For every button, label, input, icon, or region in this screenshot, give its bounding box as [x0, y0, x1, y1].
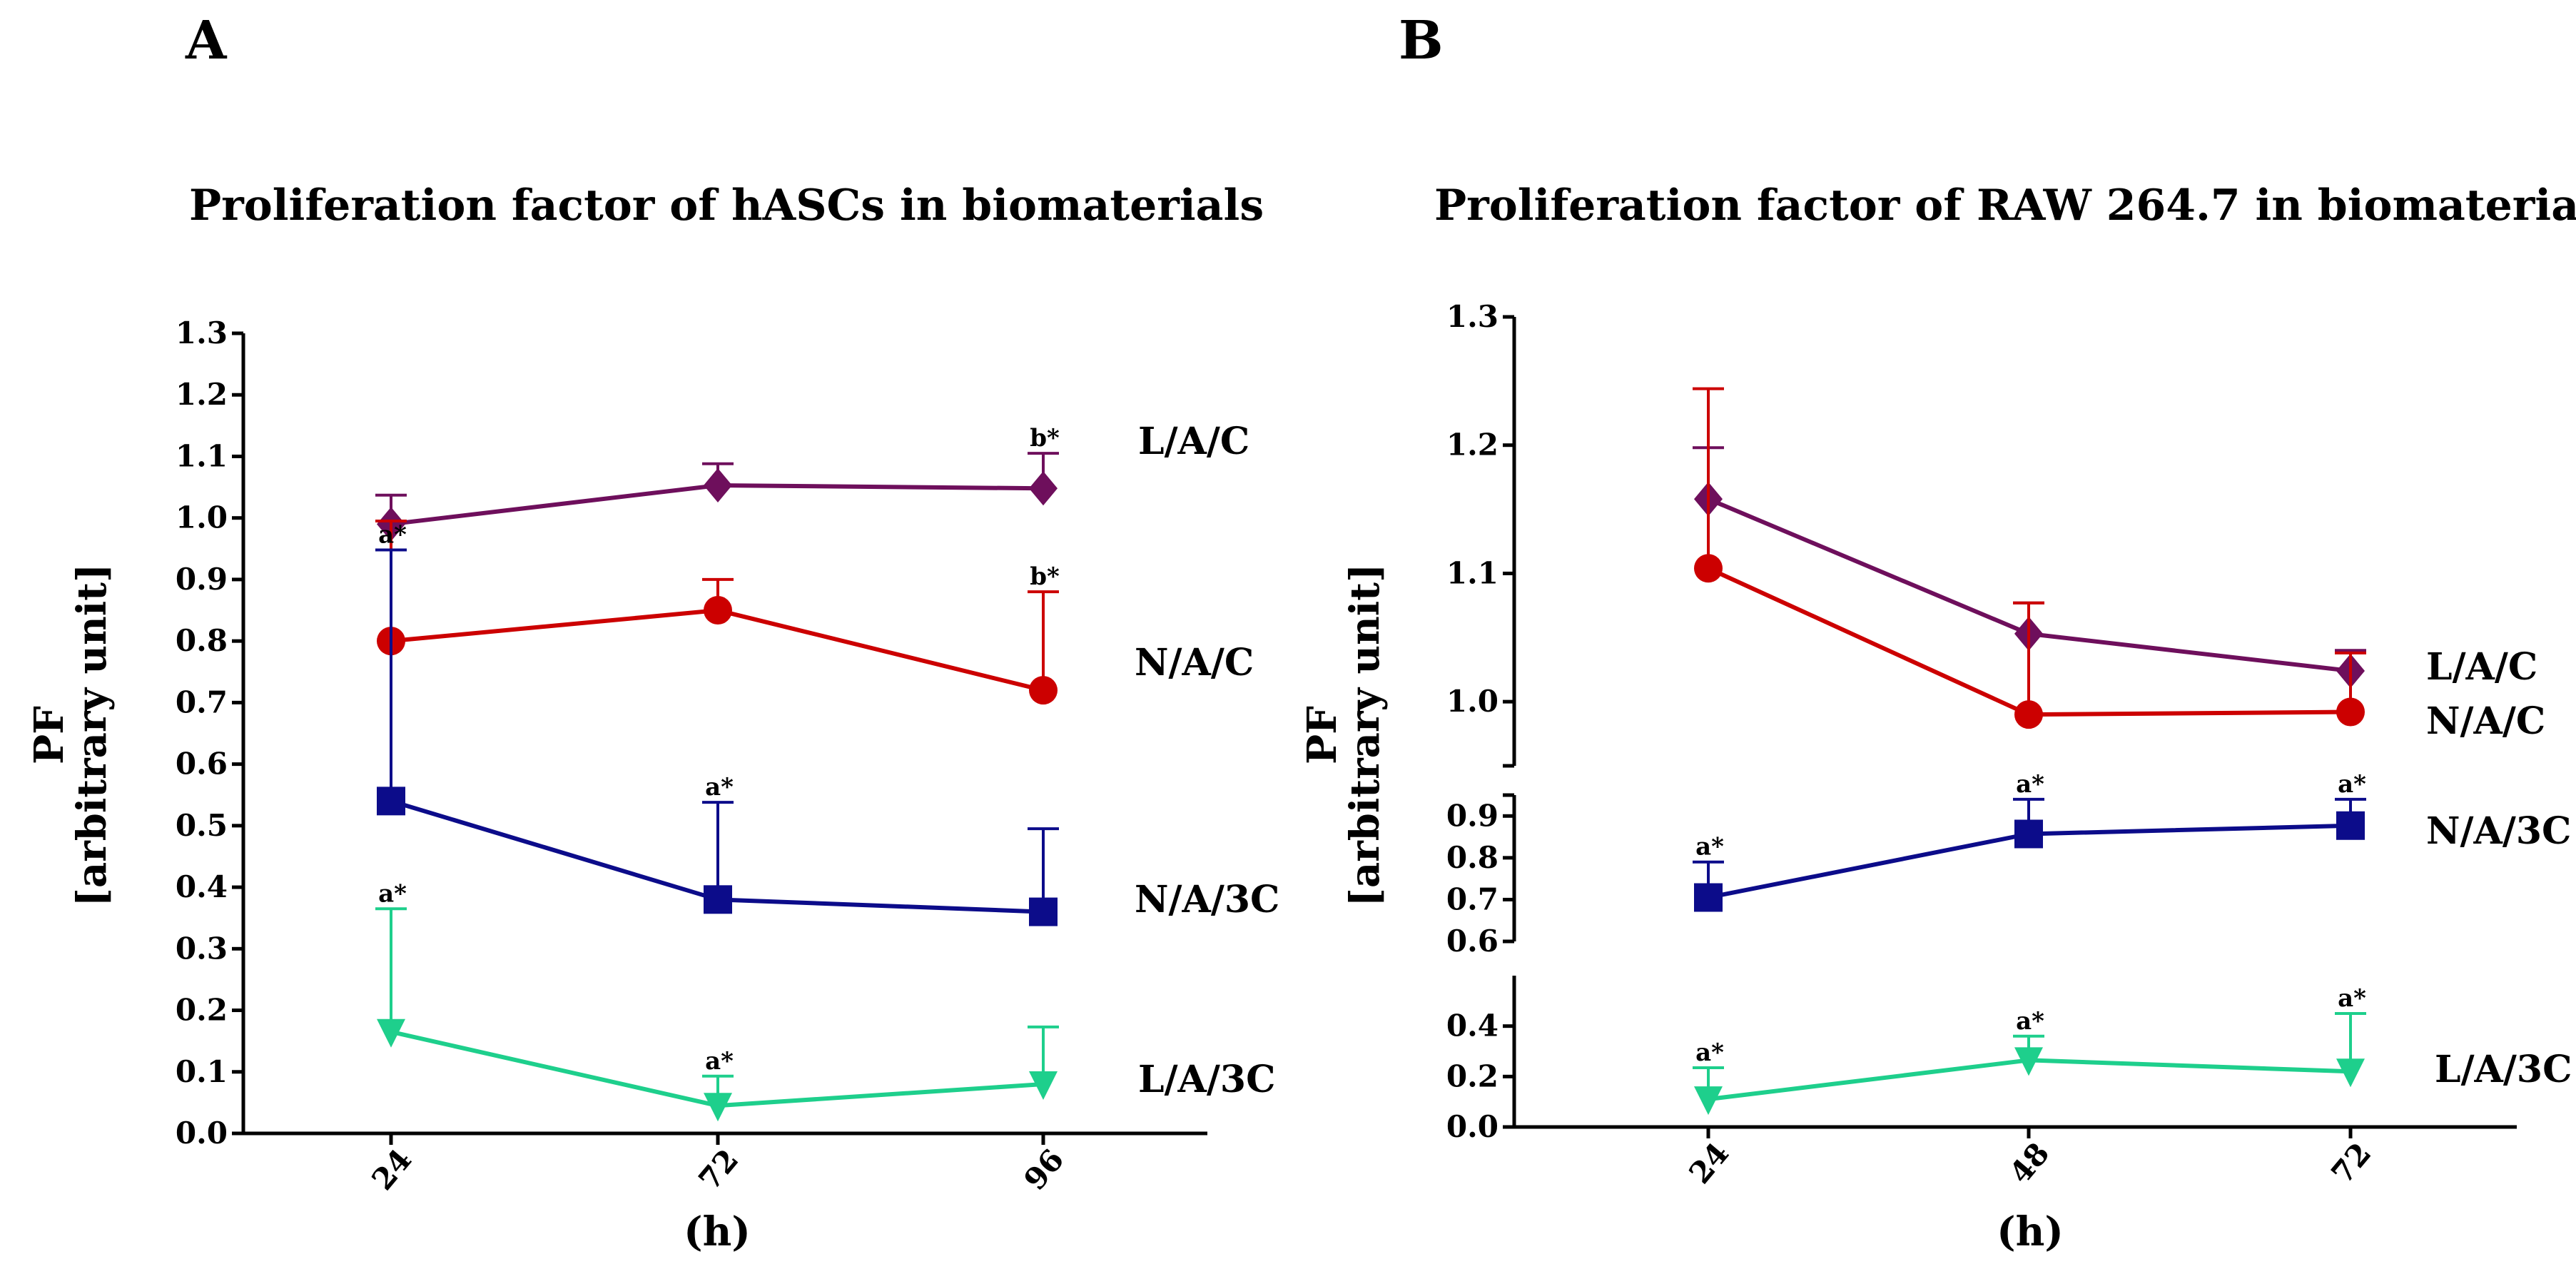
series-n-a-c: N/A/C	[1693, 387, 2545, 743]
significance-annotation: a*	[378, 521, 407, 550]
data-point-square	[704, 885, 732, 914]
y-axis-label-b-line1: PF	[1299, 706, 1346, 764]
y-axis-label-b-line2: [arbitrary unit]	[1342, 564, 1389, 907]
data-point-square	[1694, 883, 1723, 912]
data-point-circle	[2014, 700, 2043, 729]
series-label: L/A/3C	[1138, 1058, 1275, 1101]
data-point-triangle-down	[2336, 1058, 2365, 1088]
data-point-square	[2014, 819, 2043, 849]
y-tick-label: 1.1	[1446, 555, 1499, 590]
y-tick-label: 0.4	[1446, 1008, 1499, 1043]
panel-letter-a: A	[185, 10, 228, 71]
panel-b: B Proliferation factor of RAW 264.7 in b…	[1299, 10, 2576, 1255]
data-point-triangle-down	[704, 1093, 732, 1122]
y-tick-label: 1.3	[176, 315, 228, 350]
y-axis-label-a-line2: [arbitrary unit]	[69, 564, 116, 907]
series-n-a-c: b* N/A/C	[375, 520, 1254, 705]
significance-annotation: b*	[1030, 562, 1060, 591]
series-l-a-c: b* L/A/C	[375, 420, 1249, 542]
y-tick-label: 0.6	[1446, 924, 1499, 959]
y-tick-label: 0.5	[176, 808, 228, 843]
x-tick-label: 96	[1017, 1143, 1070, 1197]
y-tick-label: 1.2	[176, 377, 228, 412]
y-tick-label: 1.0	[176, 500, 228, 535]
panel-a: A Proliferation factor of hASCs in bioma…	[26, 10, 1279, 1255]
data-point-triangle-down	[1029, 1071, 1058, 1101]
y-tick-label: 0.7	[176, 684, 228, 719]
plot-area-b: 1.0 1.1 1.2 1.3 0.6 0.7 0.8 0.9 0.0 0.2 0.4 24 48 72 L…	[1446, 299, 2572, 1190]
y-tick-label: 0.9	[1446, 798, 1499, 833]
y-tick-label: 0.7	[1446, 881, 1499, 916]
series-n-a-3c: a* a* N/A/3C	[375, 521, 1279, 926]
significance-annotation: a*	[1695, 833, 1724, 861]
y-tick-label: 1.0	[1446, 684, 1499, 719]
significance-annotation: a*	[2338, 770, 2366, 799]
series-label: N/A/3C	[2426, 809, 2571, 853]
series-label: L/A/C	[2426, 645, 2537, 689]
x-tick-label: 72	[691, 1143, 745, 1197]
x-tick-label: 24	[1682, 1136, 1735, 1190]
y-tick-label: 1.1	[176, 438, 228, 473]
y-tick-label: 0.6	[176, 747, 228, 782]
y-tick-label: 1.2	[1446, 428, 1499, 462]
y-tick-label: 0.8	[176, 623, 228, 658]
series-l-a-3c: a* a* a* L/A/3C	[1693, 984, 2572, 1116]
data-point-triangle-down	[1694, 1086, 1723, 1116]
series-label: L/A/C	[1138, 420, 1249, 463]
data-point-square	[2336, 811, 2365, 840]
y-tick-label: 0.1	[176, 1054, 228, 1089]
significance-annotation: a*	[705, 773, 734, 802]
y-tick-label: 0.4	[176, 869, 228, 904]
y-tick-label: 0.8	[1446, 840, 1499, 875]
data-point-square	[377, 787, 405, 816]
y-axis-label-a-line1: PF	[26, 706, 73, 764]
data-point-square	[1029, 897, 1058, 926]
y-tick-label: 0.3	[176, 931, 228, 966]
data-point-circle	[1694, 554, 1723, 583]
plot-area-a: 0.0 0.1 0.2 0.3 0.4 0.5 0.6 0.7 0.8 0.9 1.0 1.1 1.2 1…	[176, 315, 1280, 1197]
y-tick-label: 0.0	[1446, 1109, 1499, 1144]
series-n-a-3c: a* a* a* N/A/3C	[1693, 770, 2571, 912]
significance-annotation: a*	[2016, 770, 2044, 799]
chart-title-b: Proliferation factor of RAW 264.7 in bio…	[1434, 181, 2576, 231]
significance-annotation: a*	[705, 1047, 734, 1076]
series-l-a-3c: a* a* L/A/3C	[375, 879, 1275, 1122]
y-tick-label: 0.2	[1446, 1058, 1499, 1093]
significance-annotation: a*	[1695, 1038, 1724, 1067]
chart-title-a: Proliferation factor of hASCs in biomate…	[189, 181, 1264, 231]
significance-annotation: a*	[2016, 1007, 2044, 1036]
series-label: N/A/C	[1135, 641, 1254, 684]
data-point-triangle-down	[2014, 1047, 2043, 1076]
x-axis-label-a: (h)	[684, 1208, 751, 1255]
data-point-circle	[704, 596, 732, 625]
significance-annotation: b*	[1030, 424, 1060, 453]
series-l-a-c: L/A/C	[1693, 446, 2537, 689]
data-point-circle	[2336, 697, 2365, 727]
data-point-triangle-down	[377, 1018, 405, 1048]
y-tick-label: 0.0	[176, 1116, 228, 1151]
panel-letter-b: B	[1399, 10, 1444, 71]
y-tick-label: 0.2	[176, 993, 228, 1028]
significance-annotation: a*	[378, 879, 407, 908]
x-tick-label: 24	[365, 1143, 418, 1197]
y-tick-label: 0.9	[176, 562, 228, 597]
data-point-diamond	[704, 467, 732, 502]
significance-annotation: a*	[2338, 984, 2366, 1013]
x-axis-label-b: (h)	[1997, 1208, 2064, 1255]
data-point-circle	[1029, 676, 1058, 705]
x-tick-label: 48	[2002, 1136, 2056, 1190]
x-tick-label: 72	[2324, 1136, 2378, 1190]
y-tick-label: 1.3	[1446, 299, 1499, 334]
series-label: N/A/C	[2426, 699, 2545, 743]
series-label: N/A/3C	[1135, 878, 1279, 921]
series-label: L/A/3C	[2435, 1048, 2572, 1091]
data-point-diamond	[1029, 471, 1058, 506]
